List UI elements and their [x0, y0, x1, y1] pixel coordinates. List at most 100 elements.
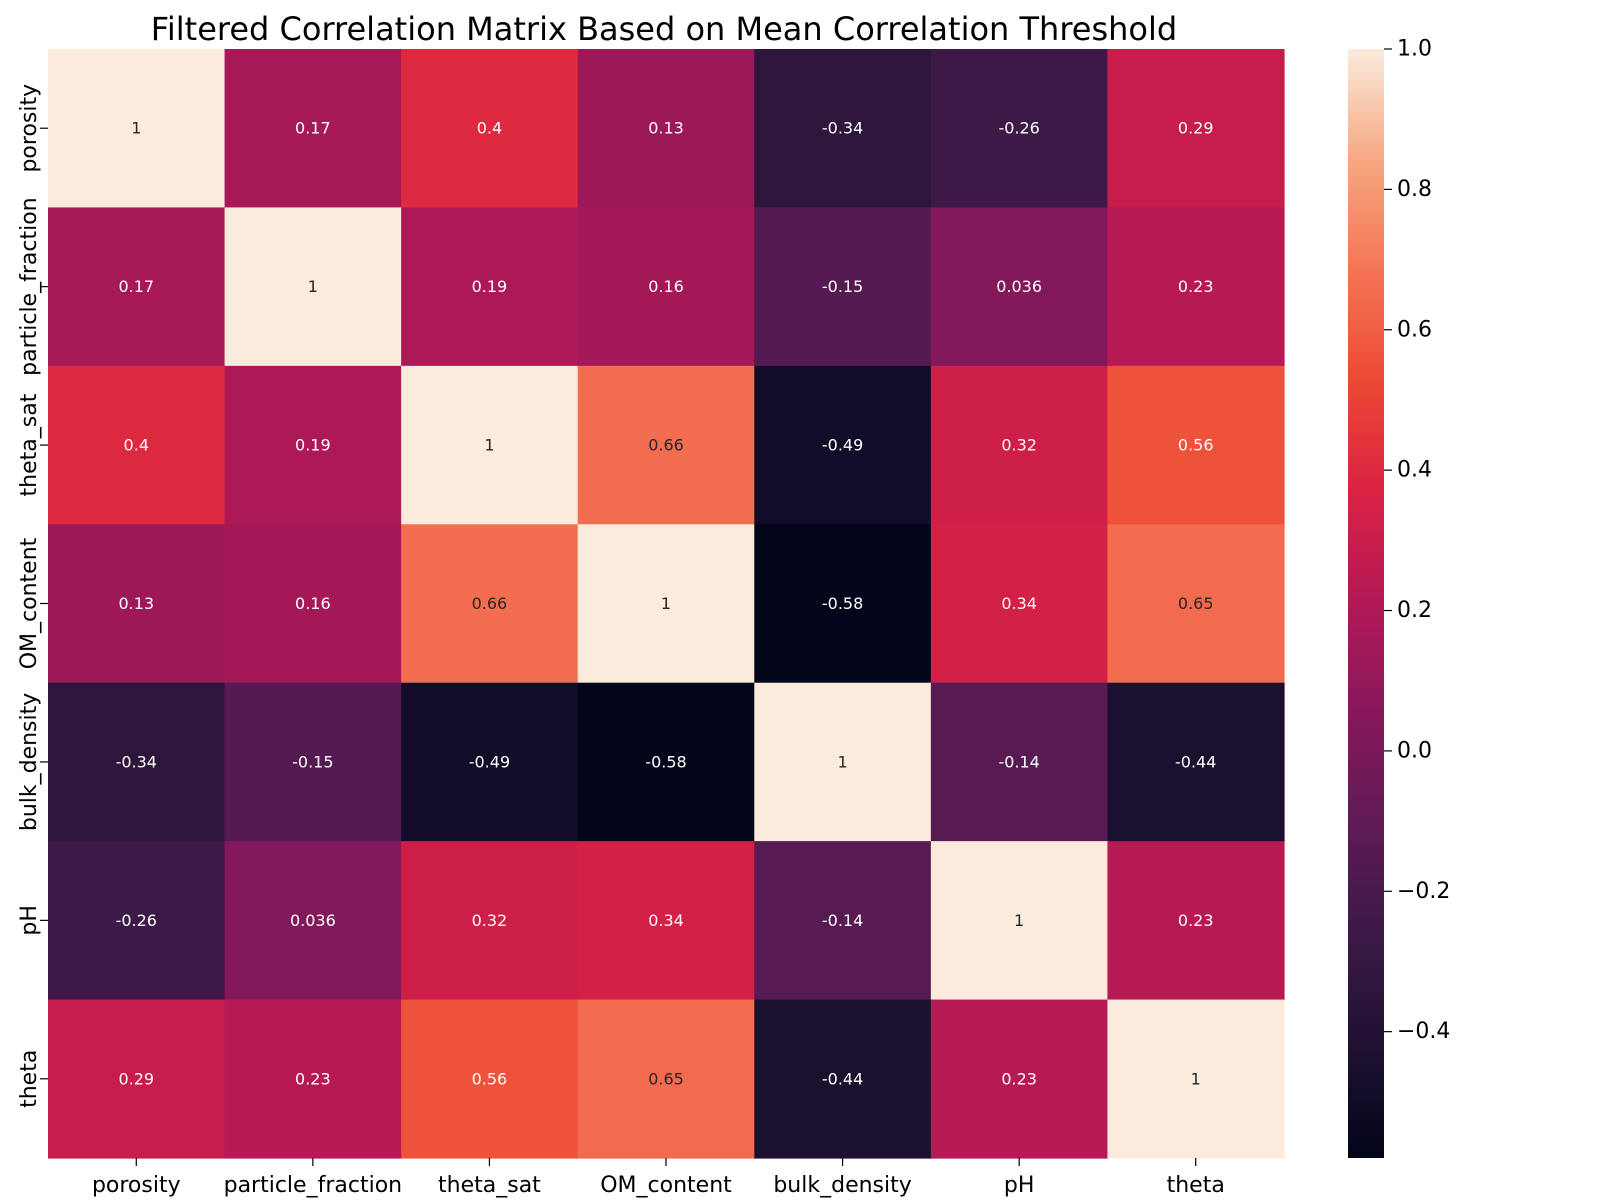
y-tick-label: porosity: [17, 84, 42, 173]
heatmap-cell: [224, 682, 402, 842]
heatmap-cell: [224, 524, 402, 684]
cell-annotation: -0.34: [116, 752, 157, 771]
heatmap-cell: [577, 682, 755, 842]
x-tick-label: pH: [1004, 1173, 1035, 1198]
cell-annotation: 0.65: [1178, 594, 1214, 613]
cell-annotation: 0.65: [648, 1069, 684, 1088]
cell-annotation: 0.036: [290, 911, 336, 930]
cell-annotation: 0.29: [118, 1069, 154, 1088]
heatmap-cell: [1107, 999, 1285, 1159]
colorbar-tick-label: 1.0: [1397, 37, 1432, 62]
cell-annotation: 0.29: [1178, 119, 1214, 138]
heatmap-cells: [48, 49, 1285, 1159]
cell-annotation: 0.4: [124, 436, 149, 455]
cell-annotation: -0.49: [469, 752, 510, 771]
colorbar-tick-label: 0.0: [1397, 738, 1432, 763]
y-axis: porosity particle_fraction theta_sat OM_con…: [17, 84, 48, 1108]
heatmap-cell: [401, 841, 579, 1001]
x-tick-label: OM_content: [600, 1173, 732, 1198]
heatmap-cell: [224, 365, 402, 525]
cell-annotation: 1: [1014, 911, 1024, 930]
colorbar-tick-label: 0.2: [1397, 598, 1432, 623]
heatmap-cell: [577, 999, 755, 1159]
colorbar-axis: 1.0 0.8 0.6 0.4 0.2 0.0 −0.2 −0.4: [1384, 37, 1450, 1044]
heatmap-cell: [1107, 365, 1285, 525]
heatmap-cell: [930, 524, 1109, 684]
heatmap-cell: [577, 207, 755, 367]
heatmap-cell: [577, 524, 755, 684]
x-tick-label: theta: [1167, 1173, 1225, 1198]
heatmap-cell: [48, 524, 226, 684]
heatmap-cell: [1107, 841, 1285, 1001]
x-axis: porosity particle_fraction theta_sat OM_con…: [92, 1158, 1225, 1198]
cell-annotation: 1: [308, 277, 318, 296]
cell-annotation: -0.44: [1175, 752, 1216, 771]
x-tick-label: particle_fraction: [224, 1173, 402, 1198]
cell-annotation: 0.32: [1001, 436, 1037, 455]
colorbar-tick-label: 0.8: [1397, 177, 1432, 202]
heatmap-cell: [224, 841, 402, 1001]
heatmap-cell: [48, 207, 226, 367]
cell-annotation: 0.17: [295, 119, 331, 138]
cell-annotation: -0.58: [822, 594, 863, 613]
heatmap-cell: [930, 999, 1109, 1159]
heatmap-cell: [401, 365, 579, 525]
cell-annotation: -0.34: [822, 119, 863, 138]
y-tick-label: particle_fraction: [17, 197, 42, 375]
cell-annotation: 0.66: [472, 594, 508, 613]
cell-annotation: 0.56: [1178, 436, 1214, 455]
heatmap-cell: [48, 999, 226, 1159]
y-tick-label: theta: [17, 1050, 42, 1108]
heatmap-cell: [401, 524, 579, 684]
cell-annotation: 0.19: [472, 277, 508, 296]
cell-annotation: -0.44: [822, 1069, 863, 1088]
cell-annotation: -0.14: [998, 752, 1039, 771]
heatmap-cell: [577, 49, 755, 209]
heatmap-cell: [930, 207, 1109, 367]
cell-annotation: 1: [1191, 1069, 1201, 1088]
cell-annotation: 1: [661, 594, 671, 613]
cell-annotation: 0.23: [1178, 911, 1214, 930]
cell-annotation: -0.26: [998, 119, 1039, 138]
cell-annotation: 1: [484, 436, 494, 455]
cell-annotation: -0.26: [116, 911, 157, 930]
cell-annotation: -0.15: [822, 277, 863, 296]
heatmap-cell: [1107, 682, 1285, 842]
cell-annotation: 0.34: [648, 911, 684, 930]
cell-annotation: 0.56: [472, 1069, 508, 1088]
cell-annotations: 1 0.17 0.4 0.13 -0.34 -0.26 0.29 0.17 1 0.19 0.16 -…: [116, 119, 1217, 1089]
cell-annotation: 0.13: [118, 594, 154, 613]
cell-annotation: 0.036: [996, 277, 1042, 296]
cell-annotation: -0.58: [645, 752, 686, 771]
heatmap-cell: [930, 841, 1109, 1001]
cell-annotation: 0.19: [295, 436, 331, 455]
cell-annotation: -0.49: [822, 436, 863, 455]
heatmap-cell: [224, 999, 402, 1159]
cell-annotation: 0.32: [472, 911, 508, 930]
colorbar-tick-label: 0.6: [1397, 317, 1432, 342]
heatmap-cell: [754, 49, 932, 209]
cell-annotation: 0.16: [648, 277, 684, 296]
heatmap-cell: [930, 365, 1109, 525]
y-tick-label: OM_content: [17, 537, 42, 669]
x-tick-label: bulk_density: [773, 1173, 911, 1198]
heatmap-cell: [930, 682, 1109, 842]
cell-annotation: -0.15: [292, 752, 333, 771]
heatmap-cell: [577, 365, 755, 525]
heatmap-cell: [401, 682, 579, 842]
cell-annotation: 1: [837, 752, 847, 771]
colorbar: [1348, 49, 1384, 1158]
y-tick-label: pH: [17, 905, 42, 936]
cell-annotation: 0.23: [1001, 1069, 1037, 1088]
heatmap-cell: [754, 841, 932, 1001]
cell-annotation: 0.23: [295, 1069, 331, 1088]
heatmap-cell: [1107, 207, 1285, 367]
x-tick-label: theta_sat: [438, 1173, 541, 1198]
heatmap-cell: [1107, 49, 1285, 209]
heatmap-cell: [754, 207, 932, 367]
heatmap-cell: [1107, 524, 1285, 684]
cell-annotation: 0.13: [648, 119, 684, 138]
heatmap-cell: [48, 682, 226, 842]
cell-annotation: 0.66: [648, 436, 684, 455]
